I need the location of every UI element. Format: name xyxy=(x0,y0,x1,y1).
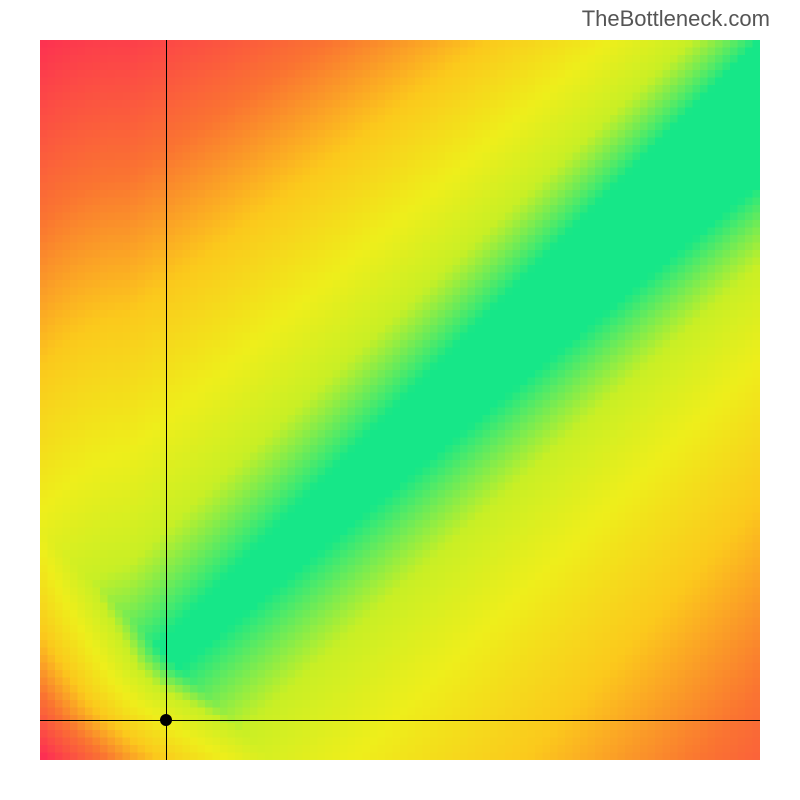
watermark-text: TheBottleneck.com xyxy=(582,6,770,32)
crosshair-vertical-line xyxy=(166,40,167,760)
bottleneck-heatmap xyxy=(40,40,760,760)
crosshair-horizontal-line xyxy=(40,720,760,721)
